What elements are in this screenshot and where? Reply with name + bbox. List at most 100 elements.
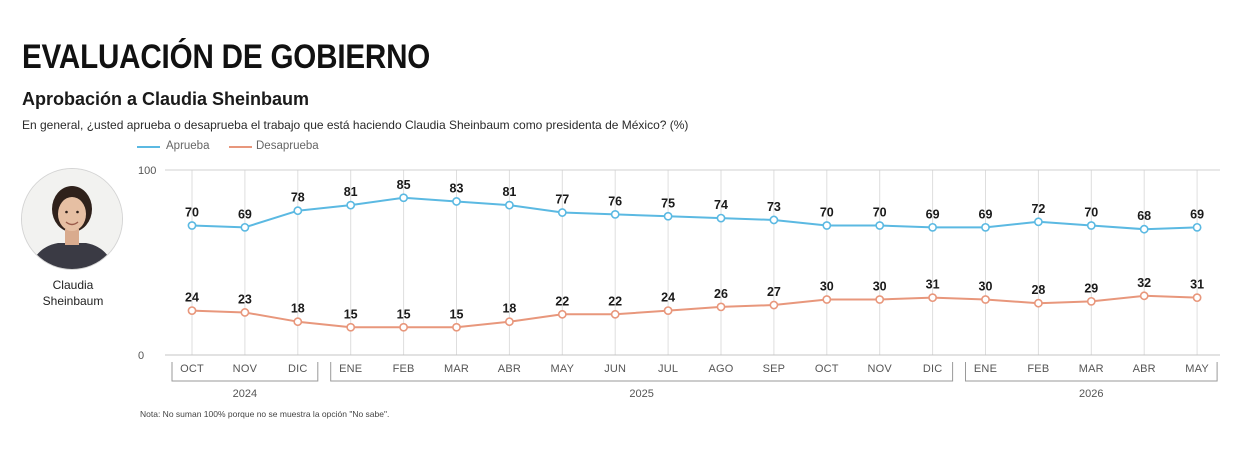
portrait-caption: Claudia Sheinbaum [22,277,124,309]
legend-swatch-aprueba [137,146,160,148]
portrait-illustration [22,169,122,269]
year-label: 2026 [1079,388,1103,400]
aprueba-point [187,221,197,230]
desaprueba-data-label: 15 [450,307,464,321]
aprueba-point [822,221,832,230]
x-tick-label: ABR [1133,363,1156,375]
x-tick-label: AGO [708,363,733,375]
x-tick-label: OCT [180,363,204,375]
year-bracket [330,362,954,382]
desaprueba-data-label: 22 [555,294,569,308]
survey-question: En general, ¿usted aprueba o desaprueba … [22,118,689,132]
footnote: Nota: No suman 100% porque no se muestra… [140,409,390,419]
aprueba-data-label: 70 [820,206,834,220]
aprueba-data-label: 72 [1031,202,1045,216]
desaprueba-point [769,300,779,310]
aprueba-point [399,193,408,203]
aprueba-point [610,210,620,219]
x-tick-label: NOV [867,363,892,375]
aprueba-point [240,222,250,232]
aprueba-point [504,200,514,210]
desaprueba-point [663,306,673,315]
desaprueba-point [399,322,408,332]
aprueba-point [346,200,356,210]
legend-label-aprueba: Aprueba [166,140,210,152]
desaprueba-data-label: 24 [185,291,199,305]
y-tick-label: 0 [138,350,144,362]
aprueba-data-label: 69 [926,207,940,221]
aprueba-data-label: 85 [397,178,411,192]
aprueba-point [1086,221,1096,230]
approval-line-chart: 0 100 OCT NOV DIC ENE FEB MAR ABR MAY JUN JUL AGO SEP… [138,165,1220,400]
x-tick-label: DIC [923,363,943,375]
aprueba-point [1034,217,1043,227]
portrait-caption-last-name: Sheinbaum [42,294,104,308]
desaprueba-data-label: 30 [820,280,834,294]
desaprueba-data-label: 15 [397,307,411,321]
page-title: EVALUACIÓN DE GOBIERNO [22,38,431,76]
aprueba-data-label: 83 [450,181,464,195]
desaprueba-point [716,302,726,312]
x-tick-label: NOV [233,363,258,375]
aprueba-data-label: 81 [502,185,516,199]
aprueba-point [293,206,303,216]
desaprueba-data-label: 28 [1031,283,1045,297]
grid [165,169,1220,356]
aprueba-data-label: 76 [608,194,622,208]
portrait-photo [21,168,123,270]
desaprueba-data-label: 29 [1084,281,1098,295]
aprueba-data-label: 70 [873,206,887,220]
desaprueba-point [822,295,832,304]
desaprueba-data-label: 15 [344,307,358,321]
desaprueba-point [557,309,567,319]
desaprueba-data-label: 18 [291,302,305,316]
aprueba-data-label: 70 [185,206,199,220]
aprueba-point [716,213,726,223]
aprueba-data-label: 78 [291,191,305,205]
desaprueba-data-label: 22 [608,294,622,308]
desaprueba-point [187,306,197,315]
aprueba-data-label: 81 [344,185,358,199]
desaprueba-data-label: 31 [926,278,940,292]
desaprueba-data-label: 27 [767,285,781,299]
aprueba-data-label: 75 [661,196,675,210]
desaprueba-point [610,309,620,319]
x-tick-label: SEP [763,363,786,375]
desaprueba-point [928,293,937,303]
desaprueba-point [346,322,356,332]
desaprueba-data-label: 30 [873,280,887,294]
legend-swatch-desaprueba [229,146,252,148]
aprueba-data-label: 69 [979,207,993,221]
aprueba-point [1139,224,1149,234]
y-tick-label: 100 [138,165,156,177]
aprueba-data-label: 69 [238,207,252,221]
year-label: 2024 [233,388,257,400]
x-tick-label: FEB [1027,363,1049,375]
desaprueba-data-label: 32 [1137,276,1151,290]
desaprueba-point [1139,291,1149,301]
desaprueba-data-label: 23 [238,292,252,306]
aprueba-data-label: 69 [1190,207,1204,221]
x-tick-label: MAY [550,363,574,375]
desaprueba-data-label: 30 [979,280,993,294]
x-tick-label: ENE [974,363,997,375]
aprueba-point [928,222,937,232]
x-tick-label: ENE [339,363,362,375]
desaprueba-point [875,295,885,304]
x-tick-label: OCT [815,363,839,375]
desaprueba-point [293,317,303,327]
x-tick-label: FEB [393,363,415,375]
year-bracket [965,362,1218,382]
aprueba-data-label: 74 [714,198,728,212]
desaprueba-point [1192,293,1202,303]
portrait-caption-first-name: Claudia [52,278,94,292]
x-tick-label: MAR [444,363,469,375]
desaprueba-point [240,308,250,317]
x-tick-label: JUN [604,363,626,375]
desaprueba-data-label: 31 [1190,278,1204,292]
aprueba-point [557,208,567,217]
desaprueba-data-label: 24 [661,291,675,305]
aprueba-point [663,211,673,221]
chart-subtitle: Aprobación a Claudia Sheinbaum [22,89,310,109]
desaprueba-point [452,322,461,332]
